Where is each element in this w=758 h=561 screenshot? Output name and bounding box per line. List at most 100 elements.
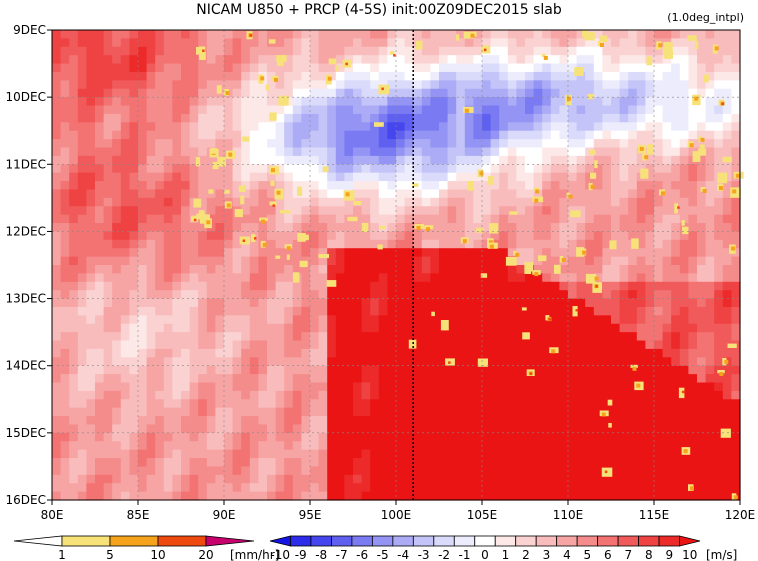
wind-cell xyxy=(138,424,148,434)
wind-cell xyxy=(258,357,268,367)
wind-cell xyxy=(679,181,689,191)
wind-cell xyxy=(688,231,698,241)
wind-cell xyxy=(396,348,406,358)
precip-cell xyxy=(226,203,231,208)
wind-cell xyxy=(198,483,208,493)
wind-cell xyxy=(473,474,483,484)
wind-cell xyxy=(602,424,612,434)
wind-cell xyxy=(310,424,320,434)
wind-cell xyxy=(52,441,62,451)
wind-cell xyxy=(370,332,380,342)
wind-cell xyxy=(654,105,664,115)
wind-cell xyxy=(387,139,397,149)
wind-cell xyxy=(95,306,105,316)
wind-cell xyxy=(60,474,70,484)
wind-cell xyxy=(232,239,242,249)
wind-cell xyxy=(69,239,79,249)
wind-cell xyxy=(636,214,646,224)
wind-cell xyxy=(679,38,689,48)
wind-cell xyxy=(301,390,311,400)
wind-cell xyxy=(129,239,139,249)
wind-cell xyxy=(232,483,242,493)
wind-cell xyxy=(327,181,337,191)
wind-cell xyxy=(585,357,595,367)
wind-cell xyxy=(292,382,302,392)
wind-cell xyxy=(602,105,612,115)
wind-cell xyxy=(559,55,569,65)
wind-cell xyxy=(52,71,62,81)
wind-cell xyxy=(559,164,569,174)
wind-cell xyxy=(430,122,440,132)
wind-cell xyxy=(576,214,586,224)
wind-cell xyxy=(292,206,302,216)
wind-cell xyxy=(301,113,311,123)
wind-cell xyxy=(568,281,578,291)
wind-cell xyxy=(292,88,302,98)
wind-cell xyxy=(619,256,629,266)
wind-cell xyxy=(482,38,492,48)
wind-cell xyxy=(439,71,449,81)
wind-cell xyxy=(636,231,646,241)
wind-cell xyxy=(284,88,294,98)
wind-cell xyxy=(576,155,586,165)
wind-cell xyxy=(275,399,285,409)
wind-cell xyxy=(198,197,208,207)
wind-cell xyxy=(705,88,715,98)
wind-cell xyxy=(697,80,707,90)
wind-cell xyxy=(550,298,560,308)
wind-cell xyxy=(516,399,526,409)
wind-cell xyxy=(224,357,234,367)
wind-cell xyxy=(585,449,595,459)
wind-cell xyxy=(129,155,139,165)
wind-cell xyxy=(490,256,500,266)
wind-cell xyxy=(327,306,337,316)
wind-cell xyxy=(714,290,724,300)
wind-cell xyxy=(714,189,724,199)
wind-cell xyxy=(189,306,199,316)
wind-cell xyxy=(112,239,122,249)
wind-cell xyxy=(215,147,225,157)
wind-cell xyxy=(593,80,603,90)
wind-cell xyxy=(378,139,388,149)
wind-cell xyxy=(559,273,569,283)
wind-cell xyxy=(189,71,199,81)
wind-cell xyxy=(241,340,251,350)
wind-cell xyxy=(95,71,105,81)
wind-cell xyxy=(275,231,285,241)
wind-cell xyxy=(301,348,311,358)
wind-cell xyxy=(516,382,526,392)
wind-cell xyxy=(52,298,62,308)
wind-cell xyxy=(163,164,173,174)
wind-cell xyxy=(550,306,560,316)
wind-cell xyxy=(731,407,741,417)
wind-cell xyxy=(611,189,621,199)
wind-cell xyxy=(189,416,199,426)
wind-bin xyxy=(269,535,291,547)
wind-cell xyxy=(120,374,130,384)
wind-cell xyxy=(241,290,251,300)
wind-cell xyxy=(576,239,586,249)
wind-cell xyxy=(559,189,569,199)
wind-cell xyxy=(611,181,621,191)
wind-cell xyxy=(112,306,122,316)
wind-cell xyxy=(241,432,251,442)
wind-cell xyxy=(224,432,234,442)
wind-cell xyxy=(163,449,173,459)
wind-cell xyxy=(421,46,431,56)
wind-cell xyxy=(146,491,156,501)
wind-cell xyxy=(499,340,509,350)
wind-cell xyxy=(120,407,130,417)
wind-cell xyxy=(490,80,500,90)
wind-cell xyxy=(284,466,294,476)
wind-cell xyxy=(267,214,277,224)
wind-cell xyxy=(60,273,70,283)
wind-cell xyxy=(619,424,629,434)
wind-cell xyxy=(533,407,543,417)
wind-cell xyxy=(671,424,681,434)
wind-cell xyxy=(267,348,277,358)
wind-cell xyxy=(516,189,526,199)
wind-cell xyxy=(430,214,440,224)
precip-cell xyxy=(566,192,571,198)
wind-cell xyxy=(490,164,500,174)
wind-cell xyxy=(525,458,535,468)
